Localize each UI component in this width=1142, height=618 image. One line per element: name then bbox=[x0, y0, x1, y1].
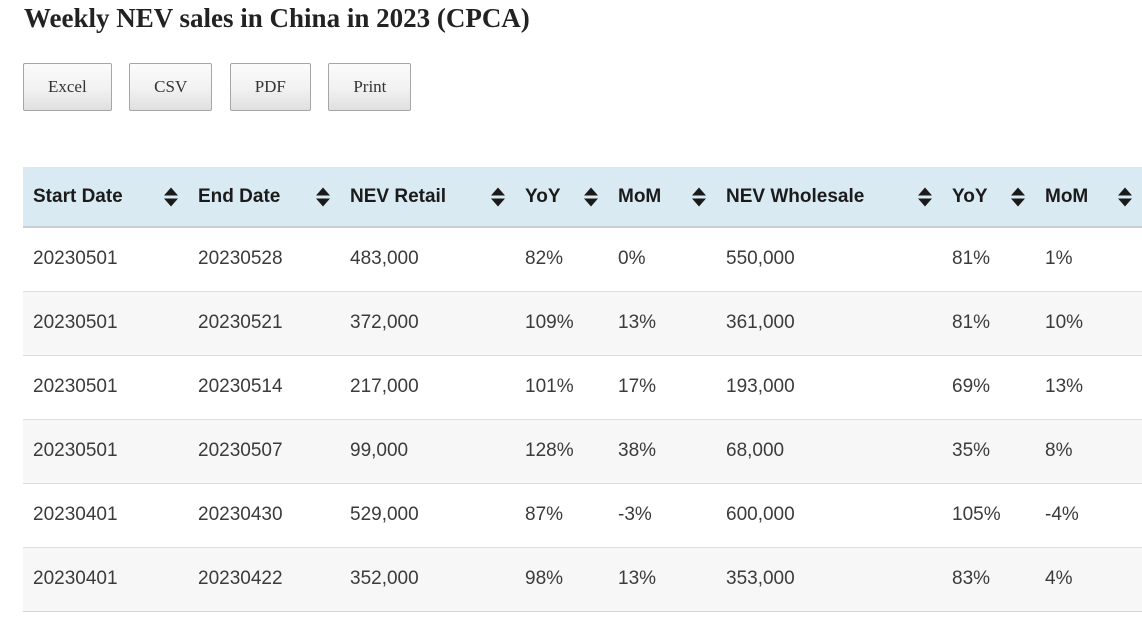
column-header-end-date[interactable]: End Date bbox=[188, 167, 340, 228]
column-header-start-date[interactable]: Start Date bbox=[23, 167, 188, 228]
export-toolbar: Excel CSV PDF Print bbox=[23, 63, 1142, 111]
table-row: 20230501 20230507 99,000 128% 38% 68,000… bbox=[23, 418, 1142, 483]
table-cell: 20230514 bbox=[188, 354, 340, 419]
pdf-button[interactable]: PDF bbox=[229, 63, 311, 111]
table-cell: 101% bbox=[515, 354, 608, 419]
column-header-label: YoY bbox=[952, 185, 988, 207]
table-cell: 38% bbox=[608, 418, 716, 483]
table-cell: 600,000 bbox=[716, 482, 942, 547]
table-cell: 87% bbox=[515, 482, 608, 547]
table-cell: 361,000 bbox=[716, 290, 942, 355]
table-cell: -3% bbox=[608, 482, 716, 547]
table-cell: 20230430 bbox=[188, 482, 340, 547]
column-header-label: MoM bbox=[1045, 185, 1089, 207]
table-cell: 4% bbox=[1035, 546, 1142, 612]
column-header-label: YoY bbox=[525, 185, 561, 207]
column-header-nev-wholesale[interactable]: NEV Wholesale bbox=[716, 167, 942, 228]
table-cell: 82% bbox=[525, 248, 564, 270]
sort-both-icon bbox=[491, 187, 505, 206]
column-header-nev-retail[interactable]: NEV Retail bbox=[340, 167, 515, 228]
column-header-yoy-wholesale[interactable]: YoY bbox=[942, 167, 1035, 228]
table-cell: 193,000 bbox=[716, 354, 942, 419]
column-header-label: End Date bbox=[198, 185, 281, 207]
sort-both-icon bbox=[918, 187, 932, 206]
table-cell: 105% bbox=[942, 482, 1035, 547]
table-cell: 99,000 bbox=[340, 418, 515, 483]
table-cell: 81% bbox=[952, 248, 991, 270]
sort-both-icon bbox=[1011, 187, 1025, 206]
table-row: 20230401 20230430 529,000 87% -3% 600,00… bbox=[23, 482, 1142, 547]
nev-sales-table: Start Date End Date NEV Retail YoY MoM bbox=[23, 167, 1142, 612]
table-cell: 352,000 bbox=[340, 546, 515, 612]
column-header-yoy-retail[interactable]: YoY bbox=[515, 167, 608, 228]
table-cell: 13% bbox=[608, 290, 716, 355]
page-title: Weekly NEV sales in China in 2023 (CPCA) bbox=[24, 3, 530, 33]
table-cell: 13% bbox=[608, 546, 716, 612]
table-cell: 109% bbox=[515, 290, 608, 355]
table-cell: 128% bbox=[515, 418, 608, 483]
table-cell: 20230401 bbox=[23, 482, 188, 547]
table-header-row: Start Date End Date NEV Retail YoY MoM bbox=[23, 167, 1142, 228]
csv-button[interactable]: CSV bbox=[129, 63, 213, 111]
table-cell: 8% bbox=[1035, 418, 1142, 483]
table-cell: 20230501 bbox=[23, 354, 188, 419]
column-header-label: MoM bbox=[618, 185, 662, 207]
table-cell: -4% bbox=[1035, 482, 1142, 547]
column-header-label: NEV Retail bbox=[350, 185, 447, 207]
table-cell: 550,000 bbox=[726, 248, 795, 270]
table-row: 20230401 20230422 352,000 98% 13% 353,00… bbox=[23, 546, 1142, 612]
table-row: 20230501 20230514 217,000 101% 17% 193,0… bbox=[23, 354, 1142, 419]
sort-both-icon bbox=[1118, 187, 1132, 206]
table-body: 20230501 20230528 483,000 82% 0% 550,000… bbox=[23, 227, 1142, 612]
table-cell: 20230401 bbox=[23, 546, 188, 612]
sort-both-icon bbox=[164, 187, 178, 206]
column-header-mom-wholesale[interactable]: MoM bbox=[1035, 167, 1142, 228]
column-header-label: NEV Wholesale bbox=[726, 185, 865, 207]
table-cell: 13% bbox=[1035, 354, 1142, 419]
table-cell: 20230501 bbox=[33, 248, 118, 270]
table-cell: 483,000 bbox=[350, 248, 419, 270]
column-header-mom-retail[interactable]: MoM bbox=[608, 167, 716, 228]
table-cell: 10% bbox=[1035, 290, 1142, 355]
excel-button[interactable]: Excel bbox=[23, 63, 112, 111]
table-cell: 372,000 bbox=[340, 290, 515, 355]
sort-both-icon bbox=[584, 187, 598, 206]
table-cell: 20230507 bbox=[188, 418, 340, 483]
table-cell: 20230521 bbox=[188, 290, 340, 355]
table-cell: 1% bbox=[1045, 248, 1073, 270]
sort-both-icon bbox=[692, 187, 706, 206]
table-cell: 20230528 bbox=[198, 248, 283, 270]
table-cell: 0% bbox=[618, 248, 646, 270]
print-button[interactable]: Print bbox=[328, 63, 412, 111]
table-cell: 69% bbox=[942, 354, 1035, 419]
table-cell: 83% bbox=[942, 546, 1035, 612]
table-cell: 20230422 bbox=[188, 546, 340, 612]
table-cell: 529,000 bbox=[340, 482, 515, 547]
table-cell: 98% bbox=[515, 546, 608, 612]
table-row: 20230501 20230528 483,000 82% 0% 550,000… bbox=[23, 227, 1142, 291]
table-cell: 81% bbox=[942, 290, 1035, 355]
table-row: 20230501 20230521 372,000 109% 13% 361,0… bbox=[23, 290, 1142, 355]
table-cell: 217,000 bbox=[340, 354, 515, 419]
column-header-label: Start Date bbox=[33, 185, 123, 207]
table-cell: 35% bbox=[942, 418, 1035, 483]
table-cell: 17% bbox=[608, 354, 716, 419]
table-cell: 68,000 bbox=[716, 418, 942, 483]
table-cell: 20230501 bbox=[23, 290, 188, 355]
table-cell: 20230501 bbox=[23, 418, 188, 483]
table-cell: 353,000 bbox=[716, 546, 942, 612]
sort-both-icon bbox=[316, 187, 330, 206]
